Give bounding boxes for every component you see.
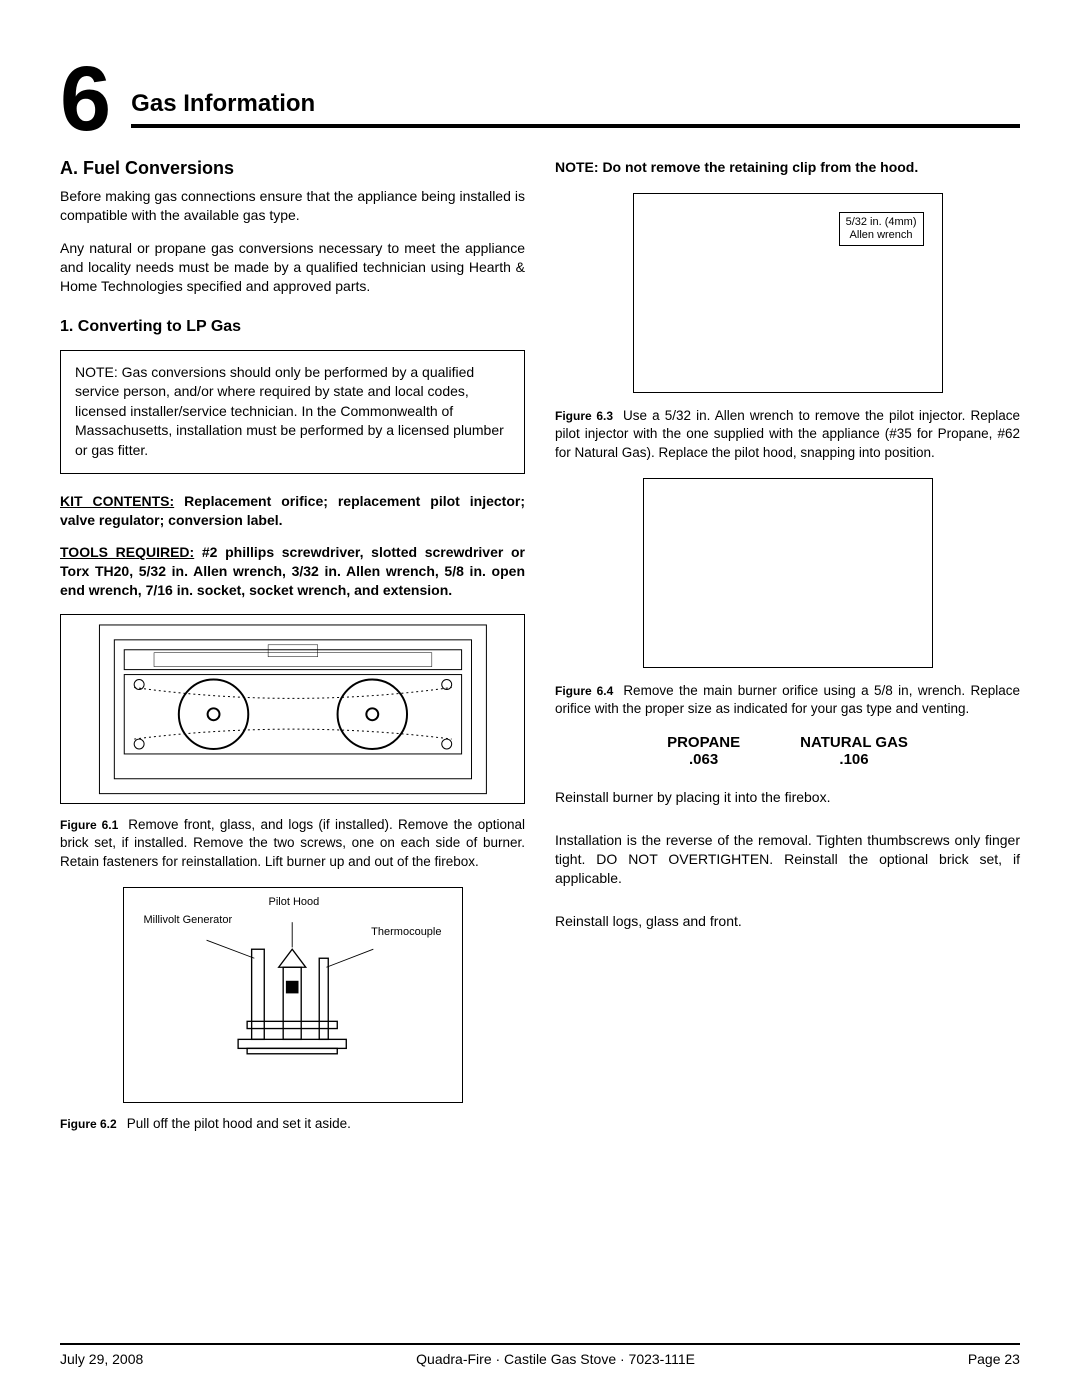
figure-6-2-text: Pull off the pilot hood and set it aside… bbox=[127, 1116, 351, 1131]
thermocouple-label: Thermocouple bbox=[371, 926, 441, 938]
allen-wrench-label-box: 5/32 in. (4mm) Allen wrench bbox=[839, 212, 924, 246]
footer-date: July 29, 2008 bbox=[60, 1351, 143, 1367]
left-column: A. Fuel Conversions Before making gas co… bbox=[60, 158, 525, 1149]
figure-6-1-box bbox=[60, 614, 525, 804]
tools-required-line: TOOLS REQUIRED: #2 phillips screwdriver,… bbox=[60, 543, 525, 600]
note-box-qualified: NOTE: Gas conversions should only be per… bbox=[60, 350, 525, 474]
installation-reverse-text: Installation is the reverse of the remov… bbox=[555, 831, 1020, 888]
chapter-title: Gas Information bbox=[131, 90, 1020, 118]
kit-contents-label: KIT CONTENTS: bbox=[60, 493, 174, 509]
allen-line-1: 5/32 in. (4mm) bbox=[846, 216, 917, 228]
natural-gas-value: .106 bbox=[800, 751, 908, 768]
figure-6-3-box: 5/32 in. (4mm) Allen wrench bbox=[633, 193, 943, 393]
chapter-rule bbox=[131, 124, 1020, 128]
figure-6-2-label: Figure 6.2 bbox=[60, 1117, 117, 1131]
figure-6-1-text: Remove front, glass, and logs (if instal… bbox=[60, 817, 525, 868]
tools-required-label: TOOLS REQUIRED: bbox=[60, 544, 194, 560]
chapter-title-wrap: Gas Information bbox=[131, 90, 1020, 138]
figure-6-1-caption: Figure 6.1Remove front, glass, and logs … bbox=[60, 816, 525, 871]
page-footer: July 29, 2008 Quadra-Fire · Castile Gas … bbox=[60, 1343, 1020, 1367]
chapter-number: 6 bbox=[60, 60, 111, 138]
figure-6-4-box bbox=[643, 478, 933, 668]
allen-line-2: Allen wrench bbox=[850, 229, 913, 241]
propane-value: .063 bbox=[667, 751, 740, 768]
footer-center: Quadra-Fire · Castile Gas Stove · 7023-1… bbox=[416, 1351, 695, 1367]
natural-gas-label: NATURAL GAS bbox=[800, 734, 908, 751]
intro-para-2: Any natural or propane gas conversions n… bbox=[60, 239, 525, 296]
propane-column: PROPANE .063 bbox=[667, 734, 740, 768]
reinstall-burner-text: Reinstall burner by placing it into the … bbox=[555, 788, 1020, 807]
propane-label: PROPANE bbox=[667, 734, 740, 751]
figure-6-4-label: Figure 6.4 bbox=[555, 684, 613, 698]
retaining-clip-note: NOTE: Do not remove the retaining clip f… bbox=[555, 158, 1020, 177]
natural-gas-column: NATURAL GAS .106 bbox=[800, 734, 908, 768]
orifice-size-table: PROPANE .063 NATURAL GAS .106 bbox=[555, 734, 1020, 768]
footer-page: Page 23 bbox=[968, 1351, 1020, 1367]
kit-contents-line: KIT CONTENTS: Replacement orifice; repla… bbox=[60, 492, 525, 530]
figure-6-3-caption: Figure 6.3Use a 5/32 in. Allen wrench to… bbox=[555, 407, 1020, 462]
figure-6-2-box: Millivolt Generator Pilot Hood Thermocou… bbox=[123, 887, 463, 1103]
figure-6-4-text: Remove the main burner orifice using a 5… bbox=[555, 683, 1020, 716]
reinstall-logs-text: Reinstall logs, glass and front. bbox=[555, 912, 1020, 931]
figure-6-2-caption: Figure 6.2 Pull off the pilot hood and se… bbox=[60, 1115, 525, 1133]
figure-6-1-label: Figure 6.1 bbox=[60, 818, 118, 832]
subsection-1-heading: 1. Converting to LP Gas bbox=[60, 318, 525, 336]
right-column: NOTE: Do not remove the retaining clip f… bbox=[555, 158, 1020, 1149]
pilot-hood-label: Pilot Hood bbox=[269, 896, 320, 908]
figure-6-4-caption: Figure 6.4Remove the main burner orifice… bbox=[555, 682, 1020, 718]
figure-6-3-label: Figure 6.3 bbox=[555, 409, 613, 423]
burner-diagram-icon bbox=[73, 620, 513, 799]
two-column-layout: A. Fuel Conversions Before making gas co… bbox=[60, 158, 1020, 1149]
millivolt-generator-label: Millivolt Generator bbox=[144, 914, 233, 926]
chapter-header: 6 Gas Information bbox=[60, 60, 1020, 138]
intro-para-1: Before making gas connections ensure tha… bbox=[60, 187, 525, 225]
section-a-heading: A. Fuel Conversions bbox=[60, 158, 525, 179]
figure-6-3-text: Use a 5/32 in. Allen wrench to remove th… bbox=[555, 408, 1020, 459]
